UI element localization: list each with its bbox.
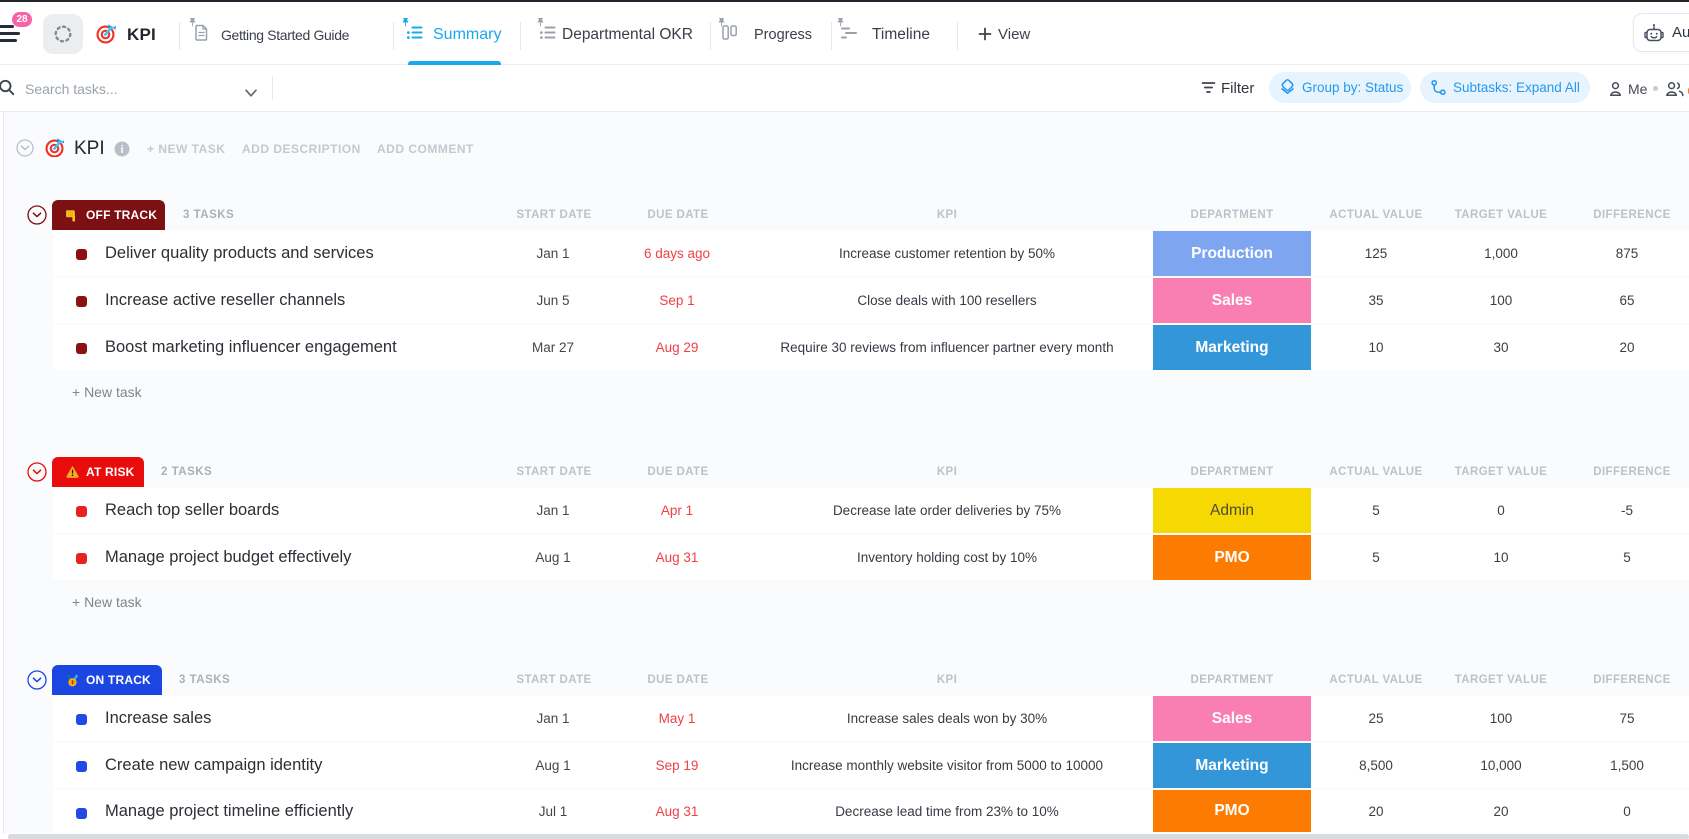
svg-text:i: i <box>120 144 123 156</box>
